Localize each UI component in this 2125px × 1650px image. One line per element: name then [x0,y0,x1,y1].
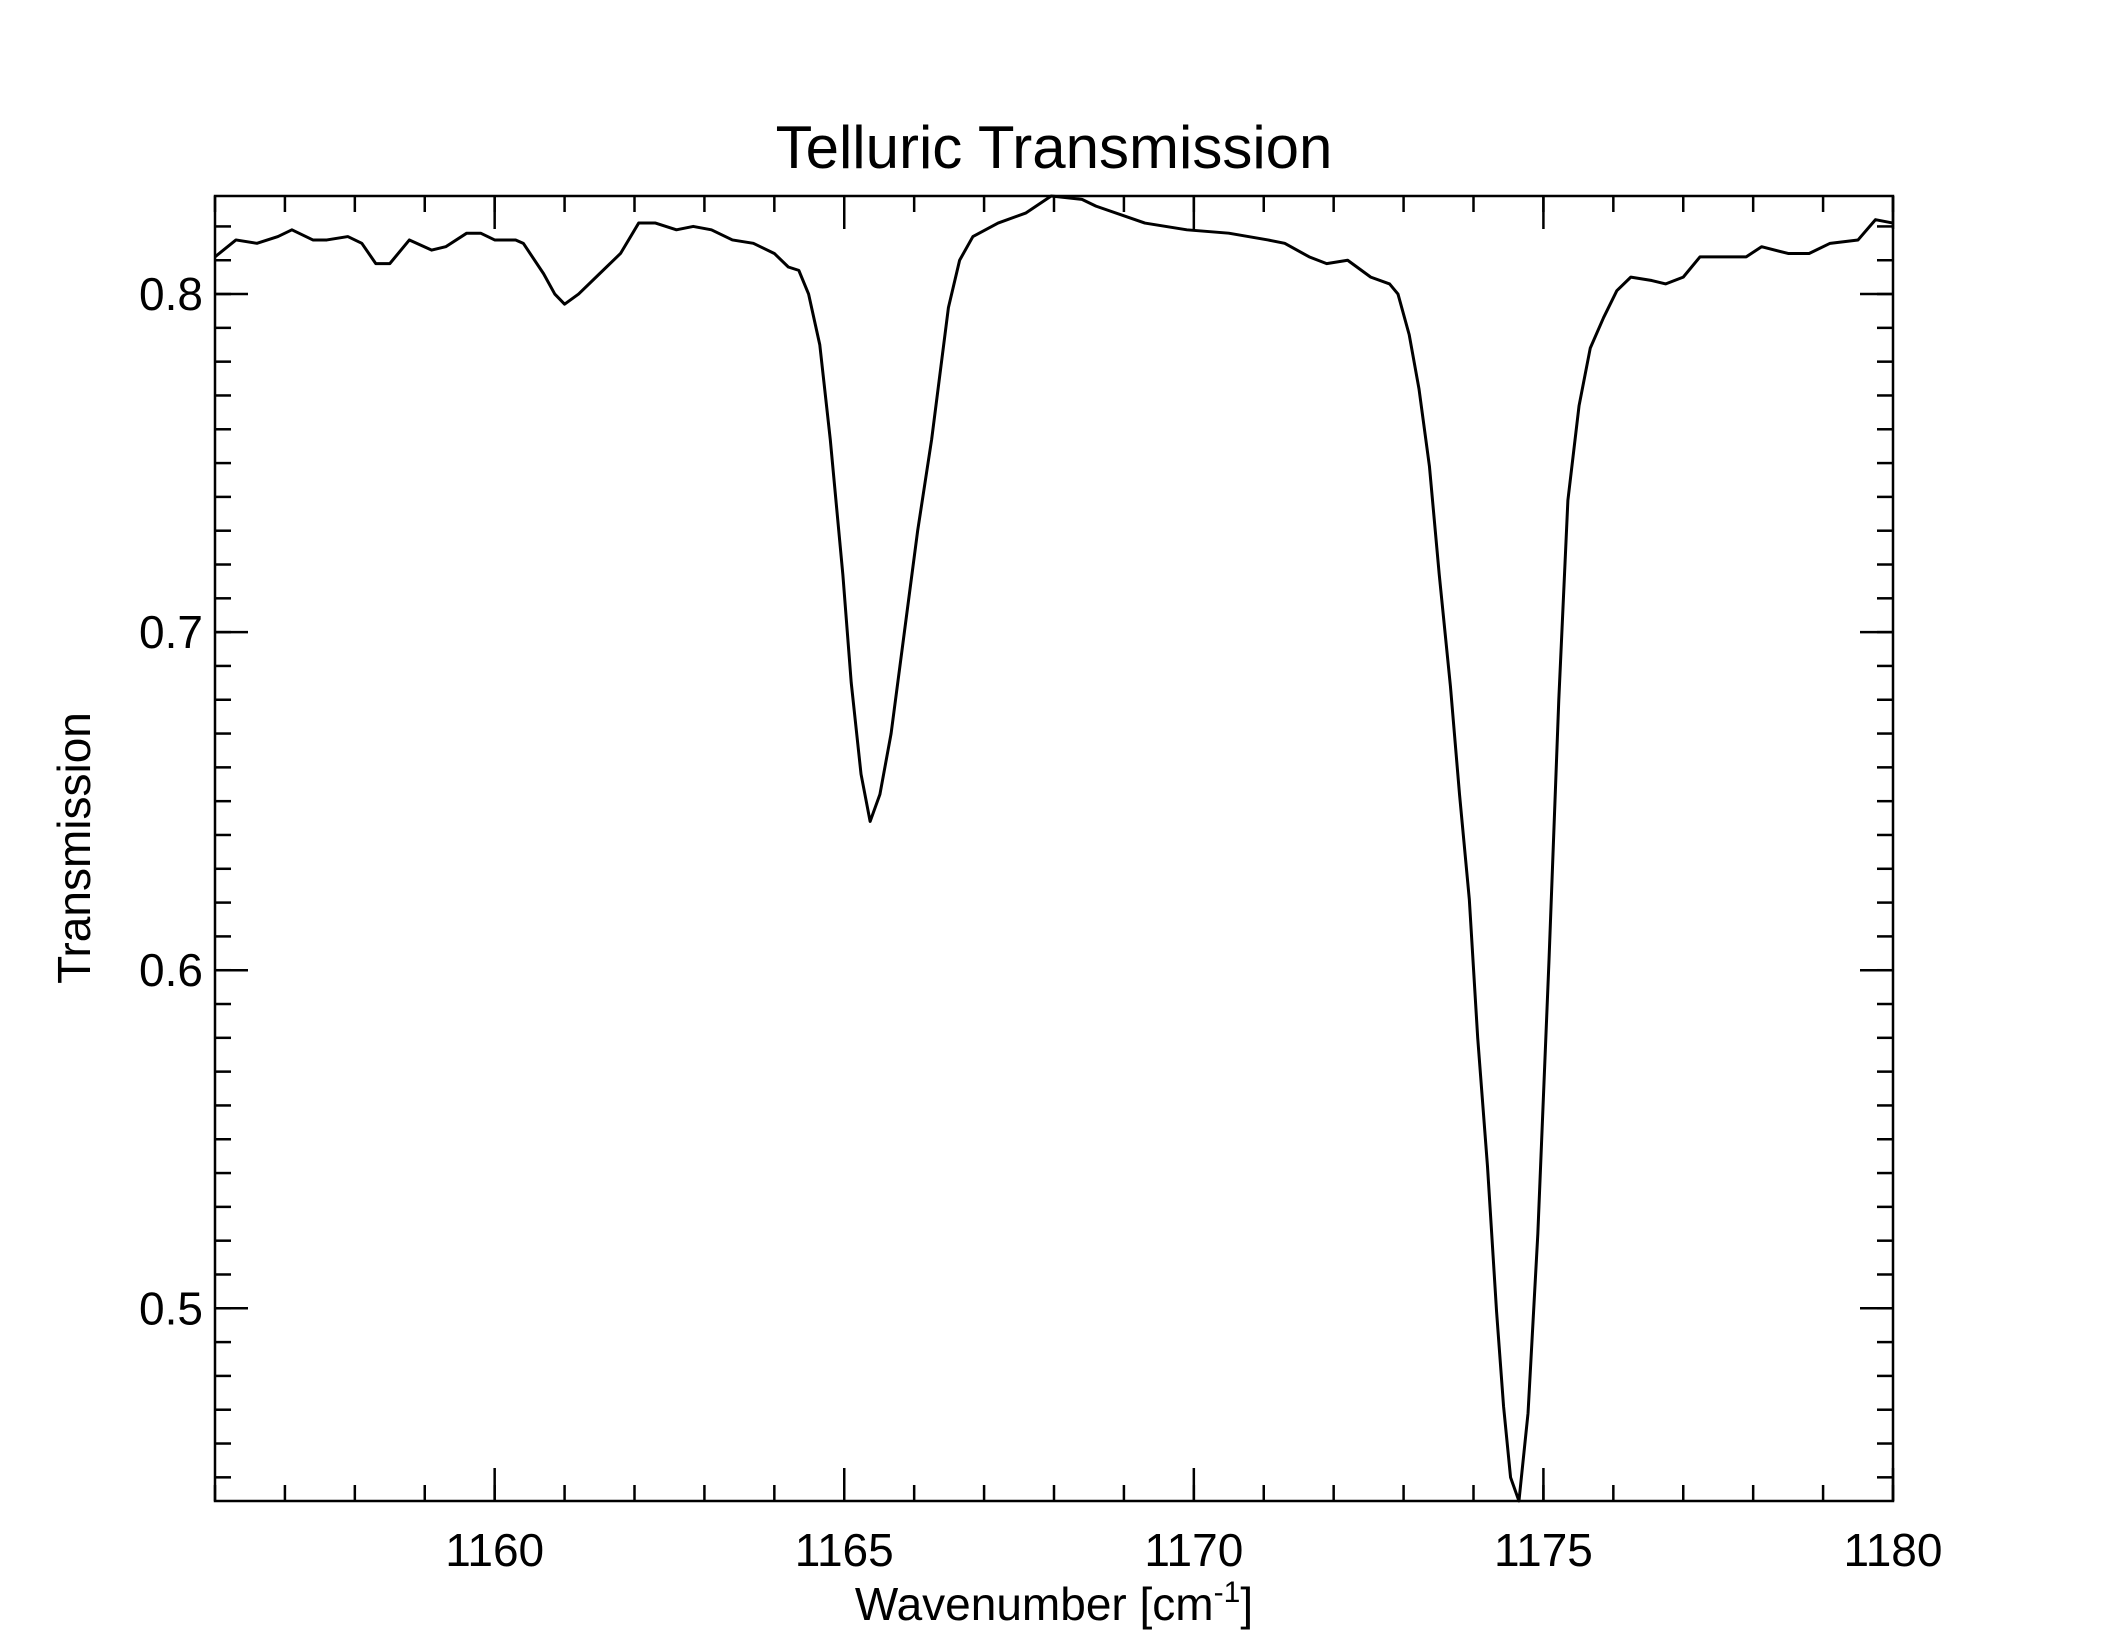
y-tick-label: 0.5 [139,1282,203,1334]
y-axis-label: Transmission [48,712,100,984]
x-label-text: Wavenumber [cm [855,1578,1214,1630]
x-tick-label: 1175 [1494,1524,1593,1576]
y-tick-label: 0.8 [139,268,203,320]
data-line [214,194,1894,1503]
y-tick-label: 0.7 [139,606,203,658]
x-label-end: ] [1240,1578,1253,1630]
y-tick-label: 0.6 [139,944,203,996]
plot-frame [213,194,1895,1503]
x-label-sup: -1 [1214,1576,1241,1609]
x-tick-label: 1160 [445,1524,544,1576]
x-tick-label: 1165 [795,1524,894,1576]
x-axis-label: Wavenumber [cm-1] [855,1576,1253,1630]
chart-title: Telluric Transmission [776,114,1333,181]
x-tick-label: 1170 [1144,1524,1243,1576]
x-tick-label: 1180 [1844,1524,1943,1576]
